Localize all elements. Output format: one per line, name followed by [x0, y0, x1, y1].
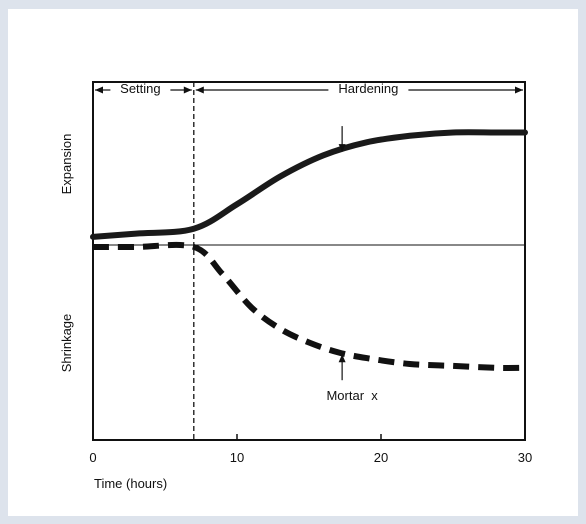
setting-arrow-left-head — [95, 86, 103, 94]
figure-page: Setting Hardening Mortar x 0 10 20 30 Time … — [8, 9, 578, 516]
x-tick-label-0: 0 — [89, 450, 96, 465]
series-line-mortar-x — [92, 241, 526, 371]
hardening-arrow-left-head — [195, 86, 204, 94]
x-axis-title: Time (hours) — [94, 476, 167, 491]
y-axis-title-expansion: Expansion — [59, 134, 74, 195]
setting-arrow-right-head — [183, 86, 192, 94]
x-axis-ticks: 0 10 20 30 — [89, 434, 532, 465]
mortar-x-label: Mortar x — [326, 388, 378, 403]
x-tick-label-20: 20 — [374, 450, 388, 465]
x-tick-label-30: 30 — [518, 450, 532, 465]
y-axis-title-shrinkage: Shrinkage — [59, 314, 74, 373]
phase-label-setting: Setting — [120, 81, 160, 96]
phase-label-hardening: Hardening — [338, 81, 398, 96]
hardening-arrow-right-head — [515, 86, 523, 94]
plot-frame — [92, 81, 526, 441]
annotation-arrow-down-head — [338, 144, 346, 153]
x-tick-label-10: 10 — [230, 450, 244, 465]
annotation-arrows — [338, 126, 346, 381]
annotation-arrow-up-head — [338, 354, 346, 363]
series-line-expansion — [90, 129, 528, 240]
phase-arrows — [95, 86, 523, 94]
chart: Setting Hardening Mortar x 0 10 20 30 Time … — [59, 81, 532, 491]
